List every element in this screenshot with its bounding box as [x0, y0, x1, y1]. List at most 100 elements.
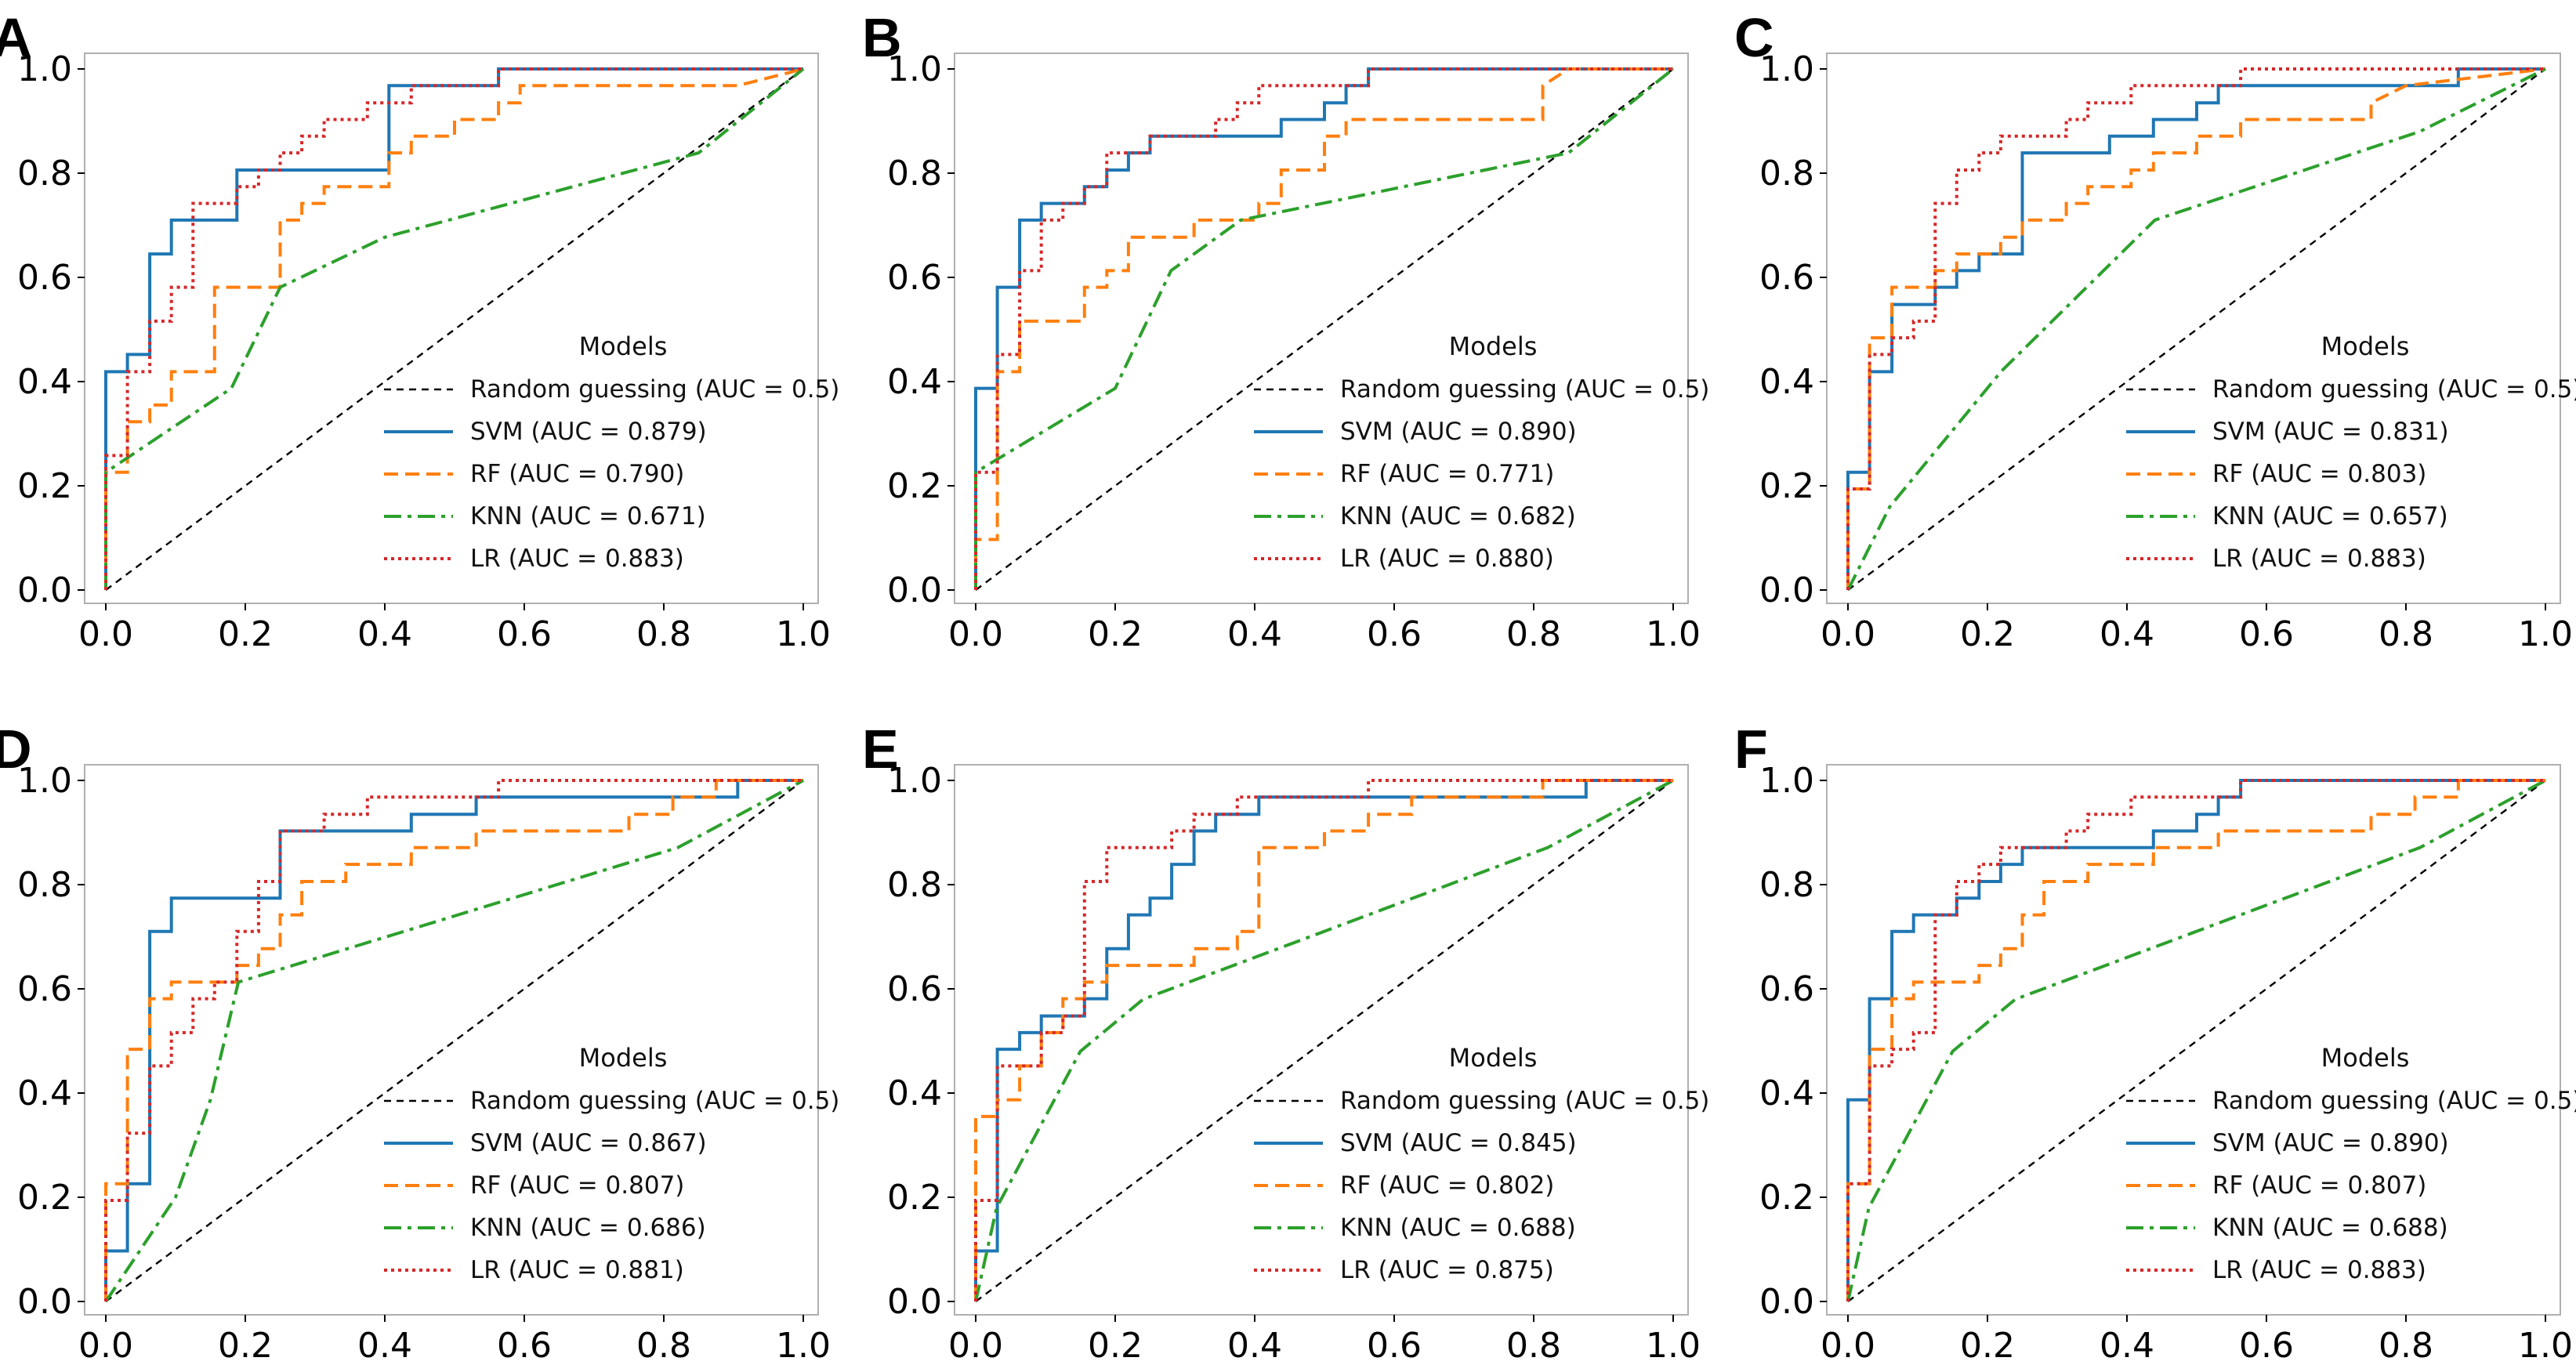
- y-tick-label: 0.8: [887, 154, 942, 194]
- y-tick-label: 0.8: [1759, 865, 1814, 905]
- y-tick-label: 0.0: [17, 570, 72, 610]
- series-line-lr: [974, 67, 1673, 590]
- y-tick-label: 1.0: [887, 49, 942, 89]
- x-tick-label: 1.0: [776, 1326, 831, 1366]
- x-tick-label: 0.0: [78, 1326, 133, 1366]
- x-tick-label: 0.2: [1088, 1326, 1143, 1366]
- x-tick-label: 0.4: [2100, 614, 2154, 654]
- y-tick-label: 0.4: [17, 1073, 72, 1113]
- legend-label-lr: LR (AUC = 0.875): [1340, 1256, 1554, 1284]
- series-line-knn: [1846, 67, 2546, 591]
- y-tick-label: 0.4: [887, 362, 942, 402]
- legend-label-svm: SVM (AUC = 0.890): [2212, 1129, 2449, 1157]
- axes-frame: [954, 52, 1689, 604]
- series-line-rf: [974, 67, 1673, 590]
- axes-frame: [84, 52, 819, 604]
- legend-label-knn: KNN (AUC = 0.686): [470, 1214, 706, 1242]
- x-tick-label: 0.6: [2239, 1326, 2294, 1366]
- x-tick-label: 0.2: [1960, 614, 2015, 654]
- legend-label-knn: KNN (AUC = 0.688): [1340, 1214, 1576, 1242]
- legend-label-random: Random guessing (AUC = 0.5): [2212, 375, 2576, 404]
- x-tick-label: 0.8: [636, 614, 691, 654]
- x-tick-label: 0.6: [497, 1326, 552, 1366]
- legend-label-knn: KNN (AUC = 0.682): [1340, 502, 1576, 530]
- x-tick-label: 1.0: [776, 614, 831, 654]
- series-line-lr: [104, 67, 803, 590]
- y-tick-label: 0.6: [1759, 969, 1814, 1009]
- y-tick-label: 0.0: [1759, 1282, 1814, 1322]
- x-tick-label: 0.4: [1227, 1326, 1282, 1366]
- series-line-knn: [974, 779, 1674, 1302]
- legend-label-knn: KNN (AUC = 0.688): [2212, 1214, 2448, 1242]
- legend-label-random: Random guessing (AUC = 0.5): [2212, 1087, 2576, 1115]
- legend-label-rf: RF (AUC = 0.807): [470, 1171, 684, 1200]
- axes-frame: [84, 764, 819, 1316]
- axes-frame: [954, 764, 1689, 1316]
- panel-letter: B: [862, 7, 902, 68]
- legend-label-rf: RF (AUC = 0.803): [2212, 460, 2426, 488]
- chart-panel-a: A 0.0 0.2 0.4 0.6 0.8 1.0 0.0 0.2 0.4 0.6 0.8 1.0 Mod…: [0, 7, 839, 654]
- y-tick-label: 0.6: [17, 258, 72, 298]
- y-tick-label: 0.0: [1759, 570, 1814, 610]
- legend-label-rf: RF (AUC = 0.802): [1340, 1171, 1554, 1200]
- chart-panel-e: E 0.0 0.2 0.4 0.6 0.8 1.0 0.0 0.2 0.4 0.6 0.8 1.0 Mod…: [862, 719, 1709, 1366]
- legend-label-lr: LR (AUC = 0.881): [470, 1256, 684, 1284]
- legend-label-rf: RF (AUC = 0.771): [1340, 460, 1554, 488]
- y-tick-label: 0.0: [17, 1282, 72, 1322]
- y-tick-label: 0.8: [887, 865, 942, 905]
- x-tick-label: 0.2: [1960, 1326, 2015, 1366]
- x-tick-label: 0.2: [218, 614, 273, 654]
- series-line-lr: [104, 779, 803, 1301]
- x-tick-label: 0.8: [2379, 1326, 2433, 1366]
- legend-title: Models: [2321, 1043, 2410, 1073]
- legend-title: Models: [2321, 331, 2410, 361]
- y-tick-label: 0.2: [1759, 1178, 1814, 1218]
- series-line-knn: [1846, 779, 2546, 1302]
- legend-label-lr: LR (AUC = 0.880): [1340, 545, 1554, 573]
- y-tick-label: 0.2: [1759, 466, 1814, 506]
- x-tick-label: 0.8: [1506, 614, 1561, 654]
- x-tick-label: 0.8: [636, 1326, 691, 1366]
- y-tick-label: 0.4: [17, 362, 72, 402]
- x-tick-label: 0.0: [1821, 614, 1875, 654]
- series-line-knn: [104, 779, 804, 1303]
- y-tick-label: 0.8: [1759, 154, 1814, 194]
- series-line-lr: [1846, 67, 2545, 590]
- legend-label-lr: LR (AUC = 0.883): [2212, 1256, 2426, 1284]
- axes-frame: [1826, 764, 2561, 1316]
- chart-panel-c: C 0.0 0.2 0.4 0.6 0.8 1.0 0.0 0.2 0.4 0.6 0.8 1.0 Mod…: [1734, 7, 2576, 654]
- series-line-lr: [974, 779, 1673, 1301]
- legend-label-lr: LR (AUC = 0.883): [470, 545, 684, 573]
- series-line-svm: [104, 779, 803, 1301]
- x-tick-label: 0.0: [948, 1326, 1003, 1366]
- y-tick-label: 1.0: [1759, 49, 1814, 89]
- x-tick-label: 0.0: [948, 614, 1003, 654]
- x-tick-label: 0.4: [1227, 614, 1282, 654]
- y-tick-label: 0.8: [17, 865, 72, 905]
- x-tick-label: 0.4: [357, 1326, 412, 1366]
- panel-letter: C: [1734, 7, 1774, 68]
- chart-panel-b: B 0.0 0.2 0.4 0.6 0.8 1.0 0.0 0.2 0.4 0.6 0.8 1.0 Mod…: [862, 7, 1709, 654]
- y-tick-label: 0.4: [1759, 362, 1814, 402]
- legend-label-rf: RF (AUC = 0.790): [470, 460, 684, 488]
- y-tick-label: 0.2: [887, 466, 942, 506]
- x-tick-label: 1.0: [2518, 1326, 2573, 1366]
- x-tick-label: 1.0: [1646, 614, 1701, 654]
- chart-panel-d: D 0.0 0.2 0.4 0.6 0.8 1.0 0.0 0.2 0.4 0.6 0.8 1.0 Mod…: [0, 719, 839, 1366]
- series-line-rf: [1846, 67, 2546, 590]
- y-tick-label: 0.4: [1759, 1073, 1814, 1113]
- x-tick-label: 0.6: [1367, 1326, 1422, 1366]
- x-tick-label: 0.4: [2100, 1326, 2154, 1366]
- legend-label-lr: LR (AUC = 0.883): [2212, 545, 2426, 573]
- series-line-rf: [1846, 779, 2545, 1301]
- y-tick-label: 0.4: [887, 1073, 942, 1113]
- x-tick-label: 0.6: [2239, 614, 2294, 654]
- legend-title: Models: [579, 331, 668, 361]
- series-line-svm: [1846, 67, 2545, 590]
- y-tick-label: 0.6: [1759, 258, 1814, 298]
- y-tick-label: 1.0: [17, 761, 72, 801]
- x-tick-label: 0.2: [1088, 614, 1143, 654]
- legend-label-svm: SVM (AUC = 0.867): [470, 1129, 707, 1157]
- y-tick-label: 1.0: [17, 49, 72, 89]
